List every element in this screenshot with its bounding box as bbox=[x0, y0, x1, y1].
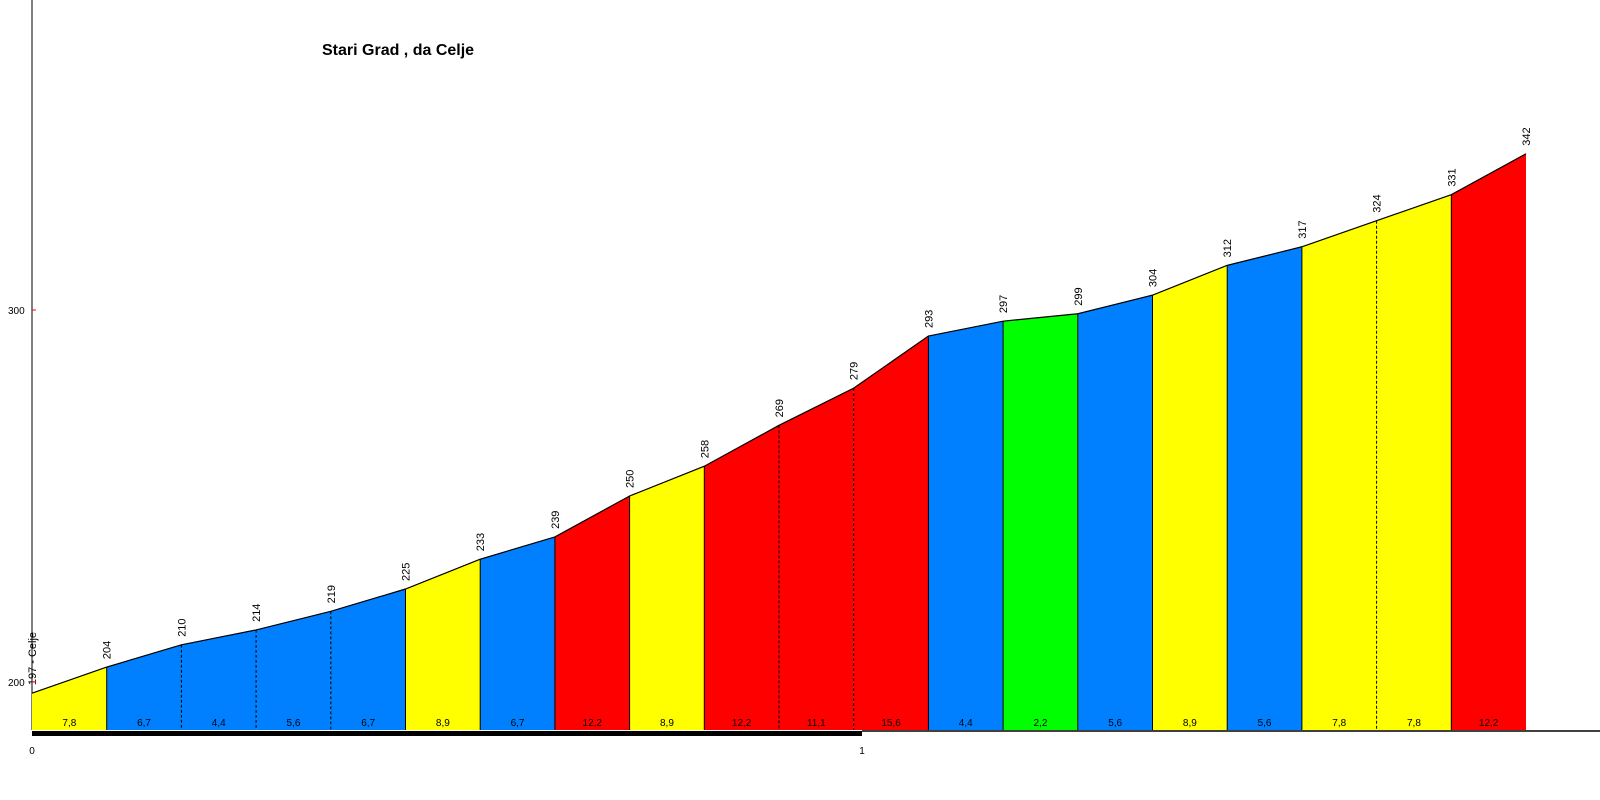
gradient-label: 4,4 bbox=[212, 718, 226, 729]
altitude-label: 233 bbox=[475, 533, 487, 551]
gradient-label: 6,7 bbox=[137, 718, 151, 729]
gradient-label: 7,8 bbox=[62, 718, 76, 729]
altitude-label: 258 bbox=[699, 440, 711, 458]
gradient-segment bbox=[1227, 246, 1302, 730]
gradient-segment bbox=[330, 589, 406, 730]
altitude-label: 210 bbox=[176, 618, 188, 636]
gradient-segment bbox=[106, 644, 182, 730]
altitude-label: 214 bbox=[251, 604, 263, 622]
gradient-segment bbox=[928, 321, 1004, 730]
gradient-segment bbox=[779, 388, 854, 730]
altitude-label: 219 bbox=[326, 585, 338, 603]
altitude-label: 279 bbox=[849, 362, 861, 380]
altitude-label: 299 bbox=[1073, 287, 1085, 305]
altitude-label: 312 bbox=[1222, 239, 1234, 257]
segment-dividers bbox=[106, 194, 1452, 730]
y-axis-ticks: 200 300 bbox=[8, 306, 36, 689]
gradient-segment bbox=[480, 536, 555, 730]
gradient-segment bbox=[1003, 313, 1078, 730]
gradient-label: 15,6 bbox=[881, 718, 901, 729]
chart-title: Stari Grad , da Celje bbox=[322, 42, 474, 59]
gradient-label: 5,6 bbox=[286, 718, 300, 729]
gradient-label: 12,2 bbox=[732, 718, 752, 729]
altitude-label: 324 bbox=[1372, 194, 1384, 212]
profile-line bbox=[31, 153, 1527, 694]
profile-segments bbox=[32, 153, 1526, 730]
gradient-label: 12,2 bbox=[583, 718, 603, 729]
gradient-label: 2,2 bbox=[1033, 718, 1047, 729]
gradient-label: 6,7 bbox=[511, 718, 525, 729]
gradient-label: 8,9 bbox=[436, 718, 450, 729]
altitude-label: 304 bbox=[1148, 269, 1160, 287]
gradient-label: 7,8 bbox=[1407, 718, 1421, 729]
altitude-label: 239 bbox=[550, 511, 562, 529]
y-tick-label: 200 bbox=[8, 678, 25, 689]
gradient-label: 5,6 bbox=[1258, 718, 1272, 729]
altitude-label: 297 bbox=[998, 295, 1010, 313]
y-tick-label: 300 bbox=[8, 306, 25, 317]
gradient-segment bbox=[1152, 265, 1228, 730]
gradient-label: 8,9 bbox=[1183, 718, 1197, 729]
altitude-label: 269 bbox=[774, 399, 786, 417]
gradient-segment bbox=[32, 667, 107, 730]
x-tick-label: 0 bbox=[29, 746, 35, 757]
gradient-label: 11,1 bbox=[807, 718, 826, 729]
gradient-label: 8,9 bbox=[660, 718, 674, 729]
altitude-label: 197 - Celje bbox=[27, 632, 39, 685]
gradient-segment bbox=[1077, 295, 1153, 730]
gradient-segment bbox=[1301, 220, 1377, 730]
gradient-segment bbox=[853, 336, 929, 730]
altitude-label: 342 bbox=[1521, 127, 1533, 145]
gradient-labels: 7,8 6,7 4,4 5,6 6,7 8,9 6,7 12,2 8,9 12,2 11,1 15,6… bbox=[62, 718, 1498, 729]
gradient-segment bbox=[1451, 153, 1526, 730]
gradient-segment bbox=[554, 496, 630, 730]
altitude-label: 317 bbox=[1297, 220, 1309, 238]
gradient-label: 6,7 bbox=[361, 718, 375, 729]
gradient-label: 7,8 bbox=[1332, 718, 1346, 729]
altitude-label: 204 bbox=[102, 641, 114, 659]
gradient-segment bbox=[629, 466, 705, 730]
x-tick-label: 1 bbox=[859, 746, 865, 757]
gradient-segment bbox=[256, 611, 331, 730]
altitude-label: 250 bbox=[625, 470, 637, 488]
gradient-label: 4,4 bbox=[959, 718, 973, 729]
gradient-segment bbox=[181, 629, 257, 730]
km-scale-bar bbox=[32, 731, 862, 736]
altitude-labels: 197 - Celje 204 210 214 219 225 233 239 250 258 26… bbox=[27, 127, 1533, 685]
altitude-label: 293 bbox=[923, 310, 935, 328]
gradient-segment bbox=[405, 559, 481, 730]
gradient-label: 12,2 bbox=[1479, 718, 1499, 729]
altitude-label: 331 bbox=[1446, 168, 1458, 186]
altitude-label: 225 bbox=[401, 563, 413, 581]
gradient-segment bbox=[704, 425, 779, 730]
gradient-segment bbox=[1376, 194, 1452, 730]
gradient-label: 5,6 bbox=[1108, 718, 1122, 729]
